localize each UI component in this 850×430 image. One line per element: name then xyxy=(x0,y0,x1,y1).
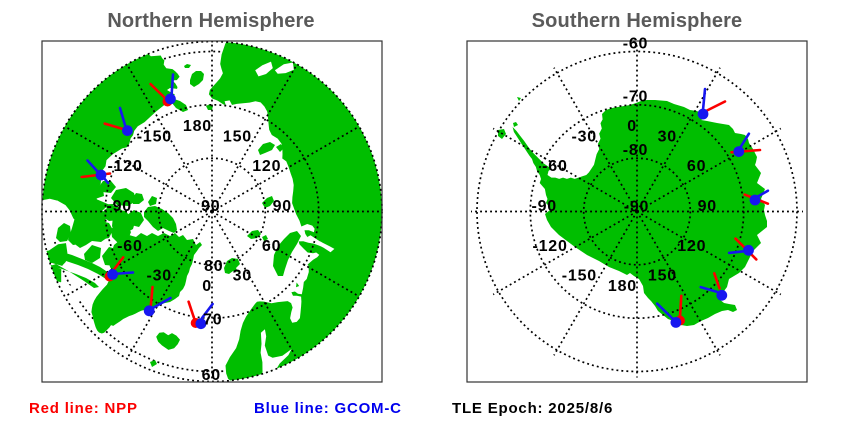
svg-text:-150: -150 xyxy=(137,129,172,146)
svg-text:180: 180 xyxy=(183,118,212,135)
svg-text:-80: -80 xyxy=(623,142,649,159)
svg-text:70: 70 xyxy=(203,312,222,329)
svg-text:90: 90 xyxy=(698,198,717,215)
svg-text:-70: -70 xyxy=(623,89,649,106)
svg-text:60: 60 xyxy=(202,367,221,384)
svg-text:0: 0 xyxy=(202,278,212,295)
svg-text:Red line: NPP: Red line: NPP xyxy=(29,400,138,417)
svg-text:Southern Hemisphere: Southern Hemisphere xyxy=(532,10,743,32)
svg-text:-90: -90 xyxy=(531,198,557,215)
svg-text:-60: -60 xyxy=(623,36,649,53)
svg-text:180: 180 xyxy=(608,278,637,295)
svg-text:0: 0 xyxy=(627,118,637,135)
svg-text:30: 30 xyxy=(233,267,252,284)
svg-text:Blue line: GCOM-C: Blue line: GCOM-C xyxy=(254,400,402,417)
svg-text:150: 150 xyxy=(223,129,252,146)
svg-text:90: 90 xyxy=(201,198,220,215)
svg-text:80: 80 xyxy=(204,258,223,275)
svg-text:-150: -150 xyxy=(562,267,597,284)
svg-text:-120: -120 xyxy=(107,158,142,175)
svg-text:150: 150 xyxy=(648,267,677,284)
svg-text:-60: -60 xyxy=(117,238,143,255)
svg-text:60: 60 xyxy=(687,158,706,175)
svg-text:-30: -30 xyxy=(571,129,597,146)
svg-text:-120: -120 xyxy=(532,238,567,255)
svg-text:Northern Hemisphere: Northern Hemisphere xyxy=(107,10,314,32)
svg-text:120: 120 xyxy=(252,158,281,175)
svg-text:90: 90 xyxy=(273,198,292,215)
svg-text:-90: -90 xyxy=(624,199,650,216)
svg-text:-60: -60 xyxy=(542,158,568,175)
svg-text:60: 60 xyxy=(262,238,281,255)
svg-text:120: 120 xyxy=(677,238,706,255)
svg-text:30: 30 xyxy=(658,129,677,146)
svg-text:TLE Epoch: 2025/8/6: TLE Epoch: 2025/8/6 xyxy=(452,400,613,417)
svg-text:-90: -90 xyxy=(106,198,132,215)
svg-text:-30: -30 xyxy=(146,267,172,284)
